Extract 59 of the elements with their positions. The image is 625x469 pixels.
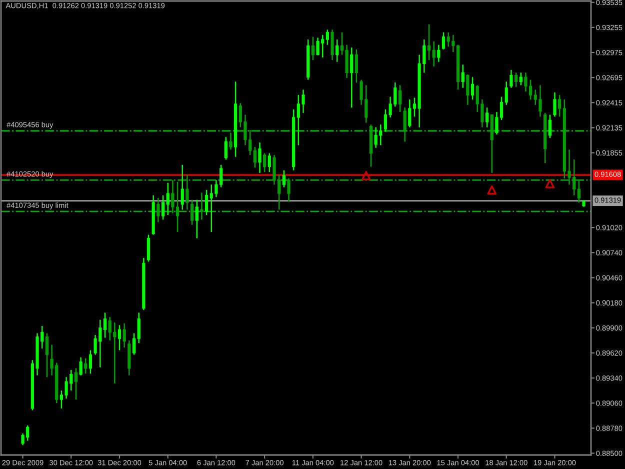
candlestick (171, 179, 174, 214)
candlestick (176, 181, 180, 233)
candlestick (427, 24, 431, 61)
candlestick (326, 29, 329, 46)
candlestick (287, 178, 290, 202)
candlestick (180, 164, 184, 210)
candlestick (79, 356, 82, 376)
candlestick (485, 106, 489, 128)
candlestick (268, 152, 271, 173)
candlestick (330, 29, 334, 61)
candlestick (229, 132, 232, 150)
candlestick (350, 46, 354, 108)
point (487, 185, 496, 195)
candlestick (146, 234, 150, 262)
candlestick (432, 40, 436, 67)
candlestick (354, 48, 358, 84)
candlestick (132, 332, 136, 356)
candlestick (408, 98, 412, 128)
point (545, 179, 555, 188)
point (361, 170, 371, 180)
candlestick (548, 114, 552, 139)
candlestick (398, 84, 402, 113)
candlestick (166, 182, 170, 216)
candlestick (253, 146, 256, 168)
candlestick (118, 324, 122, 351)
candlestick (466, 74, 470, 106)
candlestick (74, 368, 78, 400)
candlestick (161, 194, 165, 220)
candlestick (553, 92, 556, 118)
candlestick (45, 332, 48, 378)
candlestick (437, 44, 440, 63)
candlestick (403, 106, 406, 142)
candlestick (470, 76, 474, 100)
candlestick (156, 197, 160, 223)
candlestick (84, 358, 88, 374)
candlestick (577, 179, 580, 204)
candlestick (519, 72, 522, 86)
candlestick (282, 170, 286, 188)
candlestick (258, 142, 262, 174)
candlestick (200, 192, 204, 220)
candlestick (461, 64, 464, 88)
candlestick (186, 174, 189, 210)
candlestick (122, 322, 126, 348)
candlestick (263, 152, 266, 173)
candlestick (137, 312, 140, 344)
candlestick (504, 80, 508, 106)
candlestick (190, 199, 194, 226)
candlestick (442, 32, 446, 50)
candlestick (311, 36, 314, 61)
candlestick (204, 189, 208, 216)
candlestick (510, 69, 513, 88)
candlestick (224, 136, 228, 160)
candlestick (195, 199, 198, 239)
candlestick (514, 72, 518, 88)
candlestick (336, 38, 339, 63)
candlestick (558, 94, 562, 118)
candlestick (88, 350, 92, 374)
candlestick (103, 312, 107, 338)
candlestick (412, 97, 416, 118)
